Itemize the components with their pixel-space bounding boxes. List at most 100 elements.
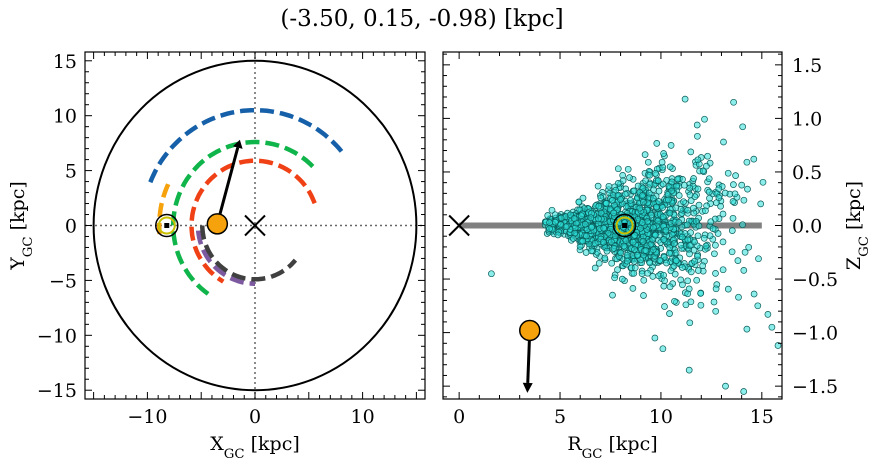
star-point bbox=[684, 236, 692, 244]
star-point bbox=[705, 188, 713, 196]
star-point bbox=[730, 181, 737, 188]
x-tick-label: 10 bbox=[649, 406, 673, 428]
object-marker bbox=[519, 319, 541, 342]
star-point bbox=[644, 158, 652, 166]
star-point bbox=[744, 185, 751, 193]
spiral-arm-2 bbox=[170, 139, 315, 296]
star-point bbox=[668, 231, 676, 238]
star-point bbox=[675, 219, 683, 226]
star-point bbox=[741, 248, 749, 256]
star-point bbox=[636, 204, 644, 212]
sun-marker-ring bbox=[615, 216, 634, 235]
star-point bbox=[639, 198, 647, 206]
star-point bbox=[671, 270, 679, 278]
star-point bbox=[655, 198, 663, 205]
star-point bbox=[739, 123, 747, 131]
star-point bbox=[544, 212, 552, 219]
star-point bbox=[697, 301, 705, 309]
star-point bbox=[694, 185, 702, 193]
star-point bbox=[595, 215, 602, 223]
star-point bbox=[610, 209, 617, 217]
star-point bbox=[659, 345, 667, 353]
star-point bbox=[658, 158, 666, 166]
star-point bbox=[745, 243, 753, 251]
star-point bbox=[603, 247, 611, 255]
star-point bbox=[720, 138, 727, 146]
star-point bbox=[693, 121, 701, 129]
star-point bbox=[627, 196, 634, 204]
star-point bbox=[637, 256, 645, 264]
star-point bbox=[602, 200, 610, 207]
spiral-arm-1 bbox=[146, 107, 344, 187]
star-point bbox=[651, 334, 659, 342]
star-point bbox=[774, 342, 782, 349]
star-point bbox=[608, 238, 615, 246]
star-point bbox=[600, 224, 608, 232]
star-point bbox=[659, 213, 667, 221]
star-point bbox=[721, 189, 729, 197]
star-point bbox=[588, 223, 595, 231]
star-point bbox=[583, 232, 590, 240]
star-point bbox=[694, 232, 702, 240]
x-tick-label: 0 bbox=[453, 406, 465, 428]
star-point bbox=[672, 204, 680, 212]
star-point bbox=[554, 231, 562, 239]
star-point bbox=[719, 266, 727, 274]
velocity-arrow-shaft bbox=[215, 147, 240, 225]
star-point bbox=[624, 165, 632, 173]
x-axis-label: RGC [kpc] bbox=[567, 433, 657, 462]
star-point bbox=[600, 238, 607, 246]
star-point bbox=[649, 246, 657, 253]
star-point bbox=[681, 181, 688, 189]
star-point bbox=[666, 163, 674, 171]
y-tick-label: 0.5 bbox=[792, 162, 822, 184]
star-point bbox=[630, 187, 638, 195]
star-point bbox=[754, 302, 762, 310]
star-point bbox=[712, 270, 719, 277]
star-point bbox=[595, 202, 603, 210]
star-point bbox=[605, 182, 613, 190]
star-point bbox=[620, 242, 628, 250]
star-point bbox=[685, 366, 693, 374]
star-point bbox=[578, 212, 585, 220]
star-sample bbox=[488, 95, 782, 395]
star-point bbox=[668, 187, 675, 195]
star-point bbox=[711, 250, 718, 258]
star-point bbox=[660, 271, 667, 279]
star-point bbox=[582, 249, 590, 256]
star-point bbox=[570, 215, 578, 222]
star-point bbox=[654, 177, 662, 184]
star-point bbox=[668, 178, 676, 186]
star-point bbox=[750, 155, 758, 163]
star-point bbox=[634, 251, 641, 259]
star-point bbox=[684, 206, 691, 214]
star-point bbox=[694, 267, 702, 274]
star-point bbox=[699, 167, 707, 175]
star-point bbox=[660, 282, 668, 290]
star-point bbox=[591, 240, 599, 247]
star-point bbox=[768, 323, 776, 331]
star-point bbox=[608, 259, 616, 267]
star-point bbox=[738, 181, 746, 189]
star-point bbox=[678, 233, 686, 241]
figure-title: (-3.50, 0.15, -0.98) [kpc] bbox=[280, 6, 563, 32]
star-point bbox=[732, 172, 739, 179]
star-point bbox=[672, 257, 680, 264]
star-point bbox=[700, 234, 708, 242]
star-point bbox=[694, 252, 701, 260]
star-point bbox=[608, 197, 616, 204]
star-point bbox=[724, 169, 732, 177]
star-point bbox=[617, 249, 625, 257]
galactic-center-marker bbox=[448, 214, 470, 237]
star-point bbox=[646, 171, 654, 179]
star-point bbox=[611, 274, 618, 282]
y-tick-label: −0.5 bbox=[792, 269, 838, 291]
star-point bbox=[702, 242, 710, 250]
star-point bbox=[642, 247, 650, 254]
star-point bbox=[656, 256, 664, 264]
star-point bbox=[581, 220, 589, 228]
star-point bbox=[740, 388, 748, 395]
star-point bbox=[591, 264, 599, 272]
star-point bbox=[681, 95, 689, 103]
sun-marker-dot bbox=[622, 223, 628, 228]
